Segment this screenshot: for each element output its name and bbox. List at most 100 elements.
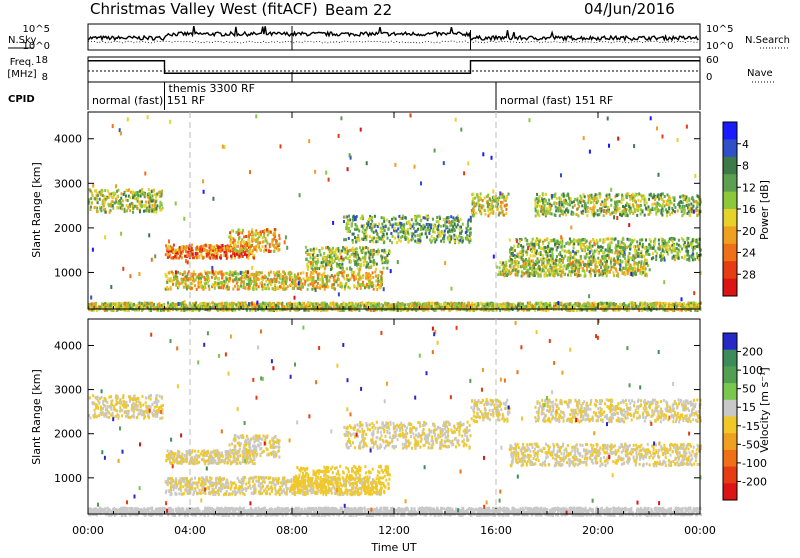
range-gate-cell bbox=[378, 223, 380, 226]
range-gate-cell bbox=[610, 204, 612, 207]
range-gate-cell bbox=[262, 240, 264, 243]
range-gate-cell bbox=[181, 245, 183, 248]
range-gate-cell bbox=[598, 252, 600, 255]
range-gate-cell bbox=[637, 252, 639, 255]
range-gate-cell bbox=[616, 194, 618, 197]
range-gate-cell bbox=[605, 238, 607, 241]
range-gate-cell bbox=[304, 280, 306, 283]
range-gate-cell bbox=[382, 238, 384, 241]
range-gate-cell bbox=[101, 189, 103, 192]
range-gate-cell bbox=[375, 285, 377, 288]
range-gate-cell bbox=[638, 192, 640, 195]
range-gate-cell bbox=[554, 213, 556, 216]
range-gate-cell bbox=[692, 239, 694, 242]
range-gate-cell bbox=[313, 260, 315, 263]
range-gate-cell bbox=[687, 253, 689, 256]
range-gate-cell bbox=[682, 201, 684, 204]
nsearch-line bbox=[88, 41, 698, 43]
range-gate-cell bbox=[324, 288, 326, 291]
range-gate-cell bbox=[383, 220, 385, 223]
range-gate-cell bbox=[646, 273, 648, 276]
range-gate-cell bbox=[351, 271, 353, 274]
range-gate-cell bbox=[215, 276, 217, 279]
range-gate-cell bbox=[551, 260, 553, 263]
range-gate-cell bbox=[547, 202, 549, 205]
range-gate-cell bbox=[355, 275, 357, 278]
range-gate-cell bbox=[388, 220, 390, 223]
range-gate-cell bbox=[469, 232, 471, 235]
range-gate-cell bbox=[602, 270, 604, 273]
range-gate-cell bbox=[344, 285, 346, 288]
range-gate-cell bbox=[347, 286, 349, 289]
range-gate-cell bbox=[355, 277, 357, 280]
range-gate-cell bbox=[651, 203, 653, 206]
range-gate-cell bbox=[226, 272, 228, 275]
range-gate-cell bbox=[360, 283, 362, 286]
range-gate-cell bbox=[240, 285, 242, 288]
range-gate-cell bbox=[473, 209, 475, 212]
range-gate-cell bbox=[586, 255, 588, 258]
range-gate-cell bbox=[560, 207, 562, 210]
range-gate-cell bbox=[342, 258, 344, 261]
range-gate-cell bbox=[556, 202, 558, 205]
range-gate-cell bbox=[414, 235, 416, 238]
range-gate-cell bbox=[358, 257, 360, 260]
range-gate-cell bbox=[648, 205, 650, 208]
range-gate-cell bbox=[593, 213, 595, 216]
range-gate-cell bbox=[136, 193, 138, 196]
range-gate-cell bbox=[207, 275, 209, 278]
range-gate-cell bbox=[317, 254, 319, 257]
range-gate-cell bbox=[621, 197, 623, 200]
range-gate-cell bbox=[413, 223, 415, 226]
range-gate-cell bbox=[376, 237, 378, 240]
range-gate-cell bbox=[556, 197, 558, 200]
range-gate-cell bbox=[569, 270, 571, 273]
range-gate-cell bbox=[395, 218, 397, 221]
freq-series bbox=[88, 61, 700, 82]
range-gate-cell bbox=[432, 218, 434, 221]
range-gate-cell bbox=[191, 273, 193, 276]
range-gate-cell bbox=[623, 255, 625, 258]
range-gate-cell bbox=[389, 239, 391, 242]
range-gate-cell bbox=[252, 236, 254, 239]
range-gate-cell bbox=[632, 254, 634, 257]
range-gate-cell bbox=[198, 256, 200, 259]
range-gate-cell bbox=[168, 277, 170, 280]
range-gate-cell bbox=[568, 250, 570, 253]
range-gate-cell bbox=[649, 268, 651, 271]
range-gate-cell bbox=[433, 237, 435, 240]
range-gate-cell bbox=[381, 216, 383, 219]
range-gate-cell bbox=[259, 241, 261, 244]
range-gate-cell bbox=[427, 218, 429, 221]
range-gate-cell bbox=[232, 248, 234, 251]
range-gate-cell bbox=[274, 279, 276, 282]
range-gate-cell bbox=[132, 211, 134, 214]
range-gate-cell bbox=[383, 249, 385, 252]
range-gate-cell bbox=[631, 210, 633, 213]
range-gate-cell bbox=[121, 192, 123, 195]
range-gate-cell bbox=[341, 285, 343, 288]
range-gate-cell bbox=[328, 247, 330, 250]
range-gate-cell bbox=[265, 280, 267, 283]
range-gate-cell bbox=[565, 213, 567, 216]
range-gate-cell bbox=[609, 238, 611, 241]
range-gate-cell bbox=[538, 214, 540, 217]
range-gate-cell bbox=[321, 285, 323, 288]
range-gate-cell bbox=[373, 261, 375, 264]
range-gate-cell bbox=[671, 211, 673, 214]
range-gate-cell bbox=[664, 241, 666, 244]
range-gate-cell bbox=[647, 209, 649, 212]
range-gate-cell bbox=[256, 271, 258, 274]
range-gate-cell bbox=[537, 212, 539, 215]
range-gate-cell bbox=[556, 255, 558, 258]
range-gate-cell bbox=[539, 274, 541, 277]
range-gate-cell bbox=[462, 237, 464, 240]
range-gate-cell bbox=[268, 250, 270, 253]
range-gate-cell bbox=[482, 199, 484, 202]
range-gate-cell bbox=[583, 249, 585, 252]
range-gate-cell bbox=[323, 252, 325, 255]
nsky-tick-bottom: 10^0 bbox=[23, 41, 50, 52]
range-gate-cell bbox=[254, 281, 256, 284]
range-gate-cell bbox=[690, 203, 692, 206]
range-gate-cell bbox=[595, 260, 597, 263]
